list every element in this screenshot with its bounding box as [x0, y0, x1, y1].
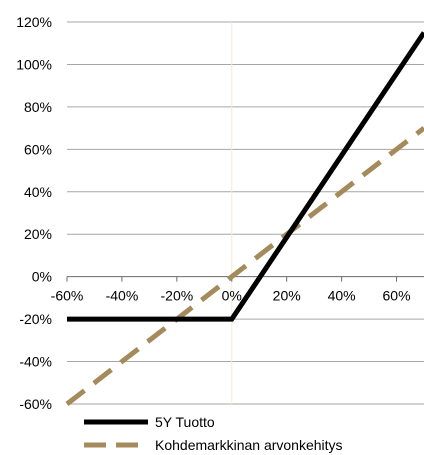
x-tick-marks [66, 276, 398, 282]
series-line-5y-return [67, 31, 424, 322]
gridlines [67, 21, 424, 405]
legend-label: Kohdemarkkinan arvonkehitys [155, 437, 343, 453]
x-tick-label: -60% [51, 288, 84, 304]
legend-item-1: Kohdemarkkinan arvonkehitys [84, 437, 343, 453]
x-tick-label: 40% [328, 288, 356, 304]
y-tick-label: 100% [16, 56, 52, 72]
y-tick-label: 80% [24, 99, 52, 115]
y-tick-label: 40% [24, 184, 52, 200]
x-tick-label: -20% [161, 288, 194, 304]
series-layer [65, 31, 424, 406]
legend-item-0: 5Y Tuotto [84, 414, 215, 430]
y-tick-label: 0% [32, 269, 52, 285]
series-line-target-market [65, 126, 424, 406]
x-tick-label: 0% [222, 288, 242, 304]
x-tick-label: 20% [273, 288, 301, 304]
y-tick-labels: 120% 100% 80% 60% 40% 20% 0% -20% -40% -60% [16, 14, 52, 412]
y-tick-label: 20% [24, 226, 52, 242]
y-tick-label: -20% [19, 311, 52, 327]
legend-label: 5Y Tuotto [155, 414, 215, 430]
x-tick-label: -40% [106, 288, 139, 304]
y-tick-label: 120% [16, 14, 52, 30]
y-tick-label: -60% [19, 396, 52, 412]
y-tick-label: 60% [24, 141, 52, 157]
x-tick-labels: -60% -40% -20% 0% 20% 40% 60% [51, 288, 411, 304]
y-tick-label: -40% [19, 354, 52, 370]
legend: 5Y Tuotto Kohdemarkkinan arvonkehitys [84, 414, 343, 453]
x-tick-label: 60% [383, 288, 411, 304]
